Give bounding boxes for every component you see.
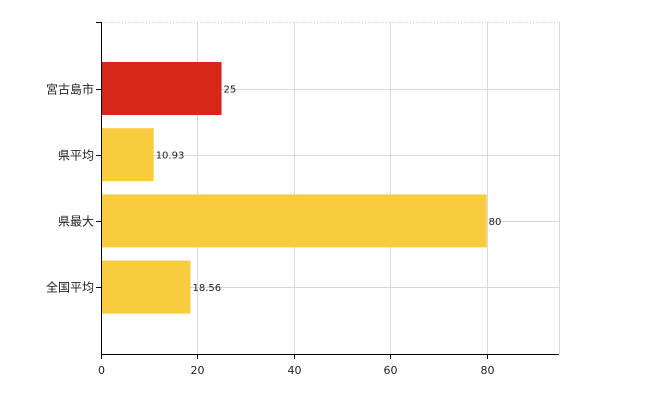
- bar-4: [102, 260, 191, 314]
- value-label-2: 10.93: [156, 151, 185, 162]
- x-tick-label-60: 60: [384, 364, 398, 377]
- bar-3: [102, 194, 487, 248]
- x-tick-label-80: 80: [481, 364, 495, 377]
- x-tick-label-0: 0: [98, 364, 105, 377]
- category-label-3: 県最大: [58, 215, 94, 229]
- bar-2: [102, 128, 154, 182]
- value-label-1: 25: [224, 85, 237, 96]
- x-tick-label-20: 20: [191, 364, 205, 377]
- x-tick-label-40: 40: [288, 364, 302, 377]
- bar-1: [102, 62, 222, 115]
- value-label-3: 80: [489, 217, 502, 228]
- value-label-4: 18.56: [192, 283, 221, 294]
- category-label-4: 全国平均: [46, 280, 94, 295]
- category-label-2: 県平均: [58, 149, 94, 163]
- category-label-1: 宮古島市: [46, 82, 94, 97]
